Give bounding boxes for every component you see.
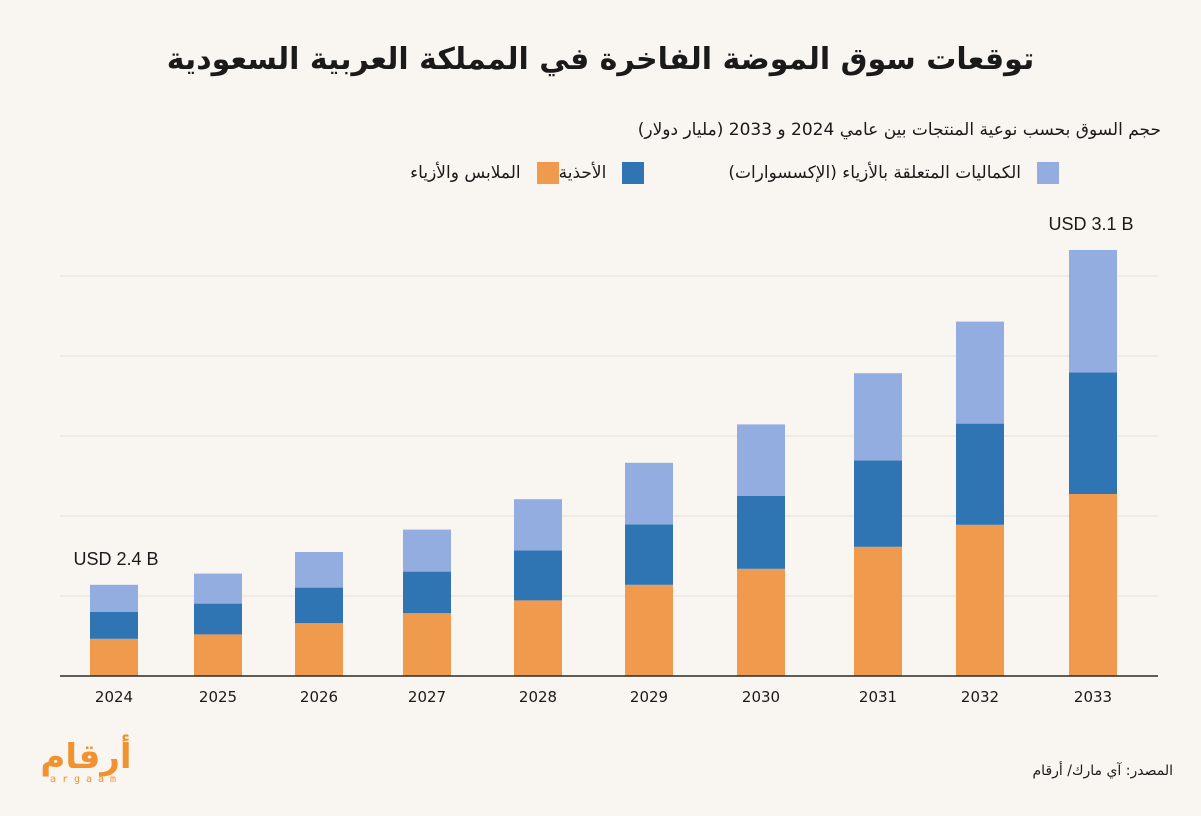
x-tick-label: 2033 (1074, 688, 1112, 706)
legend-swatch-clothing (536, 162, 559, 184)
legend-label-clothing: الملابس والأزياء (410, 163, 521, 183)
logo-arabic: أرقام (40, 737, 132, 777)
x-tick-label: 2031 (859, 688, 897, 706)
bar-accessories-2032 (956, 321, 1004, 424)
total-annotation-2033: USD 3.1 B (1048, 214, 1133, 234)
x-tick-label: 2030 (742, 688, 780, 706)
bar-clothing-2024 (90, 638, 138, 676)
legend: الملابس والأزياء الأحذية الكماليات المتع… (410, 162, 1143, 184)
x-tick-label: 2024 (95, 688, 133, 706)
bar-clothing-2028 (514, 600, 562, 676)
x-tick-label: 2032 (961, 688, 999, 706)
x-tick-label: 2028 (519, 688, 557, 706)
chart-subtitle: حجم السوق بحسب نوعية المنتجات بين عامي 2… (637, 120, 1161, 140)
bar-footwear-2024 (90, 612, 138, 639)
x-tick-label: 2027 (408, 688, 446, 706)
bar-accessories-2029 (625, 462, 673, 525)
bar-accessories-2028 (514, 499, 562, 551)
bar-footwear-2030 (737, 496, 785, 569)
legend-swatch-footwear (622, 162, 645, 184)
legend-label-footwear: الأحذية (558, 163, 607, 183)
bar-accessories-2024 (90, 584, 138, 612)
legend-swatch-accessories (1037, 162, 1059, 184)
x-tick-label: 2026 (300, 688, 338, 706)
bar-footwear-2031 (854, 460, 902, 547)
bar-clothing-2027 (403, 613, 451, 676)
legend-label-accessories: الكماليات المتعلقة بالأزياء (الإكسسوارات… (728, 163, 1021, 183)
total-annotation-2024: USD 2.4 B (73, 549, 158, 569)
bar-footwear-2032 (956, 423, 1004, 525)
bar-footwear-2029 (625, 524, 673, 585)
legend-item-accessories: الكماليات المتعلقة بالأزياء (الإكسسوارات… (728, 162, 1059, 184)
bar-footwear-2026 (295, 587, 343, 624)
bar-footwear-2027 (403, 571, 451, 614)
chart-title: توقعات سوق الموضة الفاخرة في المملكة الع… (166, 42, 1035, 77)
bar-clothing-2032 (956, 524, 1004, 676)
argaam-logo: أرقام argaam (26, 740, 146, 790)
bar-accessories-2031 (854, 373, 902, 461)
x-tick-label: 2025 (199, 688, 237, 706)
bar-footwear-2025 (194, 603, 242, 635)
legend-item-footwear: الأحذية (559, 162, 645, 184)
logo-latin: argaam (49, 774, 123, 785)
x-tick-label: 2029 (630, 688, 668, 706)
bar-clothing-2031 (854, 546, 902, 676)
bar-accessories-2026 (295, 552, 343, 588)
bar-footwear-2028 (514, 550, 562, 601)
bar-clothing-2025 (194, 634, 242, 676)
bar-accessories-2030 (737, 424, 785, 496)
bar-clothing-2026 (295, 623, 343, 676)
legend-item-clothing: الملابس والأزياء (410, 162, 559, 184)
bar-accessories-2027 (403, 529, 451, 572)
bar-accessories-2033 (1069, 250, 1117, 373)
source-note: المصدر: آي مارك/ أرقام (1032, 763, 1173, 779)
bar-clothing-2033 (1069, 494, 1117, 676)
bar-clothing-2030 (737, 568, 785, 676)
bar-footwear-2033 (1069, 372, 1117, 494)
bar-accessories-2025 (194, 573, 242, 604)
bar-clothing-2029 (625, 584, 673, 676)
